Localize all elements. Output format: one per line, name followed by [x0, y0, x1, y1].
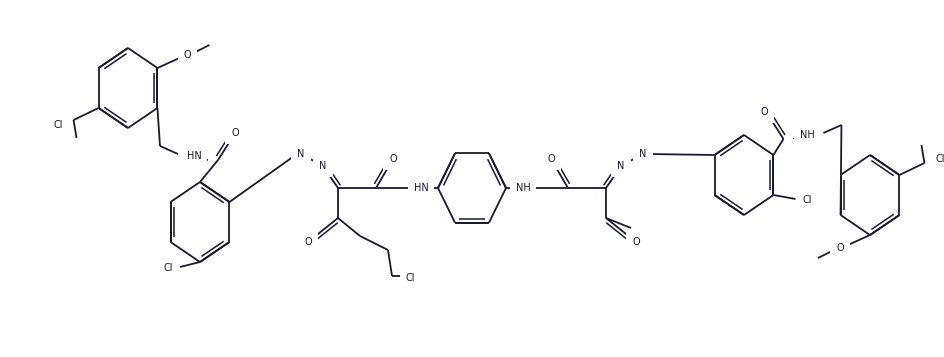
- Text: O: O: [389, 154, 396, 164]
- Text: O: O: [632, 237, 640, 247]
- Text: O: O: [304, 237, 312, 247]
- Text: NH: NH: [801, 130, 815, 140]
- Text: Cl: Cl: [936, 154, 944, 164]
- Text: Cl: Cl: [406, 273, 415, 283]
- Text: Cl: Cl: [802, 195, 812, 205]
- Text: O: O: [836, 243, 844, 253]
- Text: HN: HN: [413, 183, 429, 193]
- Text: Cl: Cl: [53, 120, 62, 130]
- Text: O: O: [761, 107, 768, 117]
- Text: N: N: [319, 161, 327, 171]
- Text: N: N: [297, 149, 305, 159]
- Text: N: N: [639, 149, 647, 159]
- Text: O: O: [184, 50, 192, 60]
- Text: O: O: [231, 128, 239, 138]
- Text: Cl: Cl: [163, 263, 173, 273]
- Text: O: O: [548, 154, 555, 164]
- Text: HN: HN: [187, 151, 201, 161]
- Text: N: N: [617, 161, 625, 171]
- Text: NH: NH: [515, 183, 531, 193]
